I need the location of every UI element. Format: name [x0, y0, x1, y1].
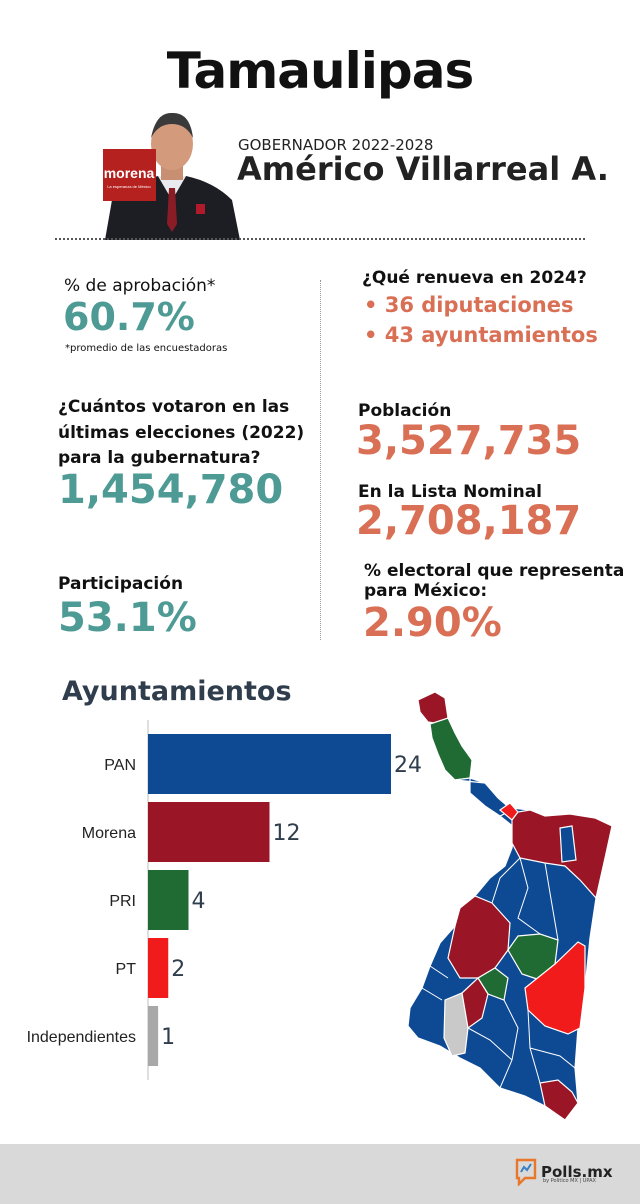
value-label-pri: 4 [192, 889, 206, 914]
bar-independientes [148, 1006, 159, 1066]
footer-bar [0, 1144, 640, 1204]
governor-portrait: morena La esperanza de México [100, 104, 243, 240]
category-label-morena: Morena [82, 825, 136, 842]
value-label-pt: 2 [171, 957, 185, 982]
header-divider [55, 238, 585, 240]
ayuntamientos-bar-chart: PAN 24 Morena 12 PRI 4 PT 2 Independientes 1 [27, 720, 422, 1080]
governor-term-label: GOBERNADOR 2022-2028 [238, 136, 434, 154]
tamaulipas-municipality-map [407, 691, 613, 1121]
page-title: Tamaulipas [166, 42, 474, 100]
nominal-list-label: En la Lista Nominal [358, 482, 542, 502]
bar-pan [148, 734, 391, 794]
electoral-value: 2.90% [363, 600, 502, 646]
value-label-morena: 12 [273, 821, 301, 846]
morena-logo-subtext: La esperanza de México [107, 184, 151, 189]
category-label-independientes: Independientes [27, 1029, 136, 1046]
renew-item-diputaciones: • 36 diputaciones [364, 293, 574, 317]
brand-subtitle: by Politico MX | UPAX [543, 1178, 596, 1184]
bar-pri [148, 870, 189, 930]
renew-label: ¿Qué renueva en 2024? [362, 268, 587, 288]
voters-label-line-2: últimas elecciones (2022) [58, 423, 305, 443]
category-label-pan: PAN [104, 757, 136, 774]
polls-chart-icon [515, 1158, 537, 1186]
approval-value: 60.7% [63, 295, 195, 339]
nominal-list-value: 2,708,187 [356, 498, 582, 544]
approval-label: % de aprobación* [64, 276, 216, 296]
value-label-independientes: 1 [161, 1025, 175, 1050]
category-label-pri: PRI [109, 893, 136, 910]
voters-label-line-3: para la gubernatura? [58, 448, 261, 468]
morena-logo-text: morena [104, 165, 155, 181]
participation-label: Participación [58, 574, 184, 594]
chart-title: Ayuntamientos [62, 676, 292, 707]
polls-mx-brand[interactable]: Polls.mx [515, 1158, 613, 1186]
electoral-label-line-1: % electoral que representa [364, 561, 625, 581]
population-label: Población [358, 401, 452, 421]
approval-note: *promedio de las encuestadoras [65, 343, 228, 354]
morena-logo: morena La esperanza de México [103, 149, 156, 201]
bar-pt [148, 938, 169, 998]
bar-morena [148, 802, 270, 862]
brand-name: Polls.mx [541, 1163, 613, 1181]
voters-value: 1,454,780 [58, 467, 284, 513]
electoral-label-line-2: para México: [364, 581, 488, 601]
category-label-pt: PT [116, 961, 137, 978]
column-divider [320, 280, 321, 640]
map-shape [407, 691, 613, 1121]
governor-name: Américo Villarreal A. [237, 150, 609, 188]
population-value: 3,527,735 [356, 418, 582, 464]
participation-value: 53.1% [58, 595, 197, 641]
value-label-pan: 24 [394, 753, 422, 778]
renew-item-ayuntamientos: • 43 ayuntamientos [364, 323, 598, 347]
voters-label-line-1: ¿Cuántos votaron en las [58, 397, 290, 417]
